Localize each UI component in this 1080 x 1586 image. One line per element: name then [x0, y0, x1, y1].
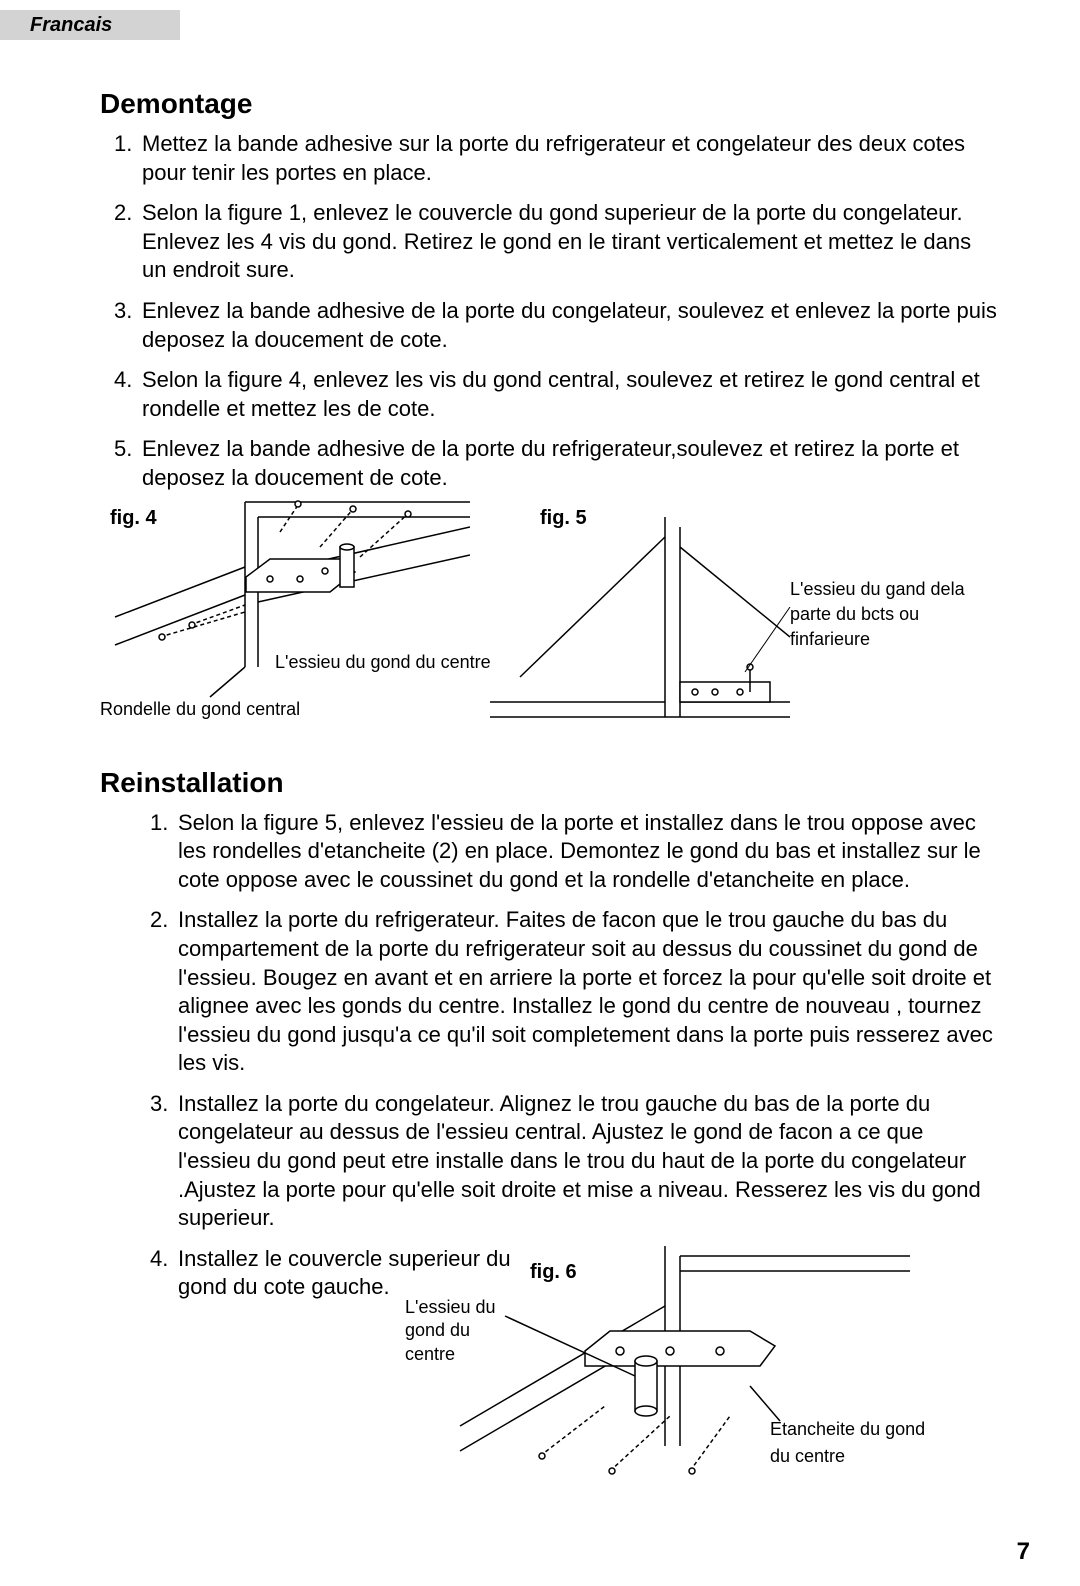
fig5-caption: L'essieu du gand dela parte du bcts ou f…	[790, 577, 970, 653]
list-item: 1.Selon la figure 5, enlevez l'essieu de…	[150, 809, 1000, 895]
section1-heading: Demontage	[100, 88, 1000, 120]
section2: Reinstallation 1.Selon la figure 5, enle…	[100, 767, 1000, 1303]
fig4-diagram	[70, 497, 470, 727]
page-number: 7	[1017, 1538, 1030, 1566]
list-item: 3.Enlevez la bande adhesive de la porte …	[114, 297, 1000, 354]
fig4-caption-axle: L'essieu du gond du centre	[275, 652, 491, 673]
section2-list: 1.Selon la figure 5, enlevez l'essieu de…	[150, 809, 1000, 1303]
list-item: 2.Selon la figure 1, enlevez le couvercl…	[114, 199, 1000, 285]
fig4-caption-washer: Rondelle du gond central	[100, 699, 300, 720]
language-label: Francais	[30, 14, 112, 37]
language-tab: Francais	[0, 10, 180, 40]
list-item: 3.Installez la porte du congelateur. Ali…	[150, 1090, 1000, 1233]
fig5-leader	[740, 607, 800, 677]
figure-6: fig. 6 L'essieu du gond du centre Etanch…	[100, 1246, 1000, 1486]
list-item: 2.Installez la porte du refrigerateur. F…	[150, 906, 1000, 1078]
section1-list: 1.Mettez la bande adhesive sur la porte …	[114, 130, 1000, 493]
figures-4-5: fig. 4 fig. 5	[100, 507, 1000, 757]
list-item: 5.Enlevez la bande adhesive de la porte …	[114, 435, 1000, 492]
page-content: Demontage 1.Mettez la bande adhesive sur…	[100, 88, 1000, 1486]
section2-heading: Reinstallation	[100, 767, 1000, 799]
list-item: 1.Mettez la bande adhesive sur la porte …	[114, 130, 1000, 187]
list-item: 4.Selon la figure 4, enlevez les vis du …	[114, 366, 1000, 423]
fig6-diagram	[410, 1246, 910, 1486]
